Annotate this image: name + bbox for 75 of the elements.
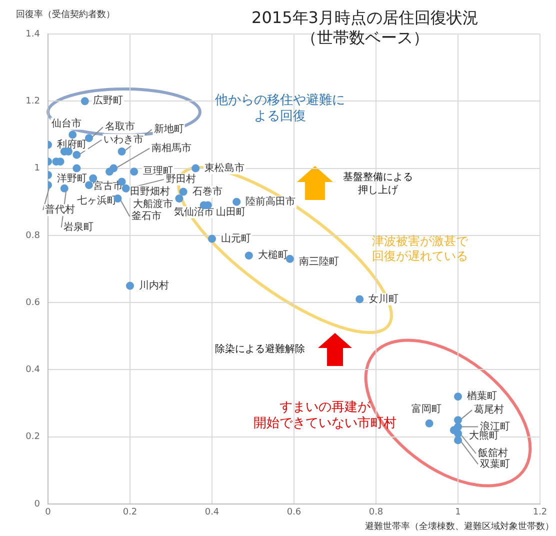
annotation: 大槌町 — [258, 249, 288, 262]
annotation: 仙台市 — [52, 117, 82, 130]
point — [68, 130, 77, 139]
y-tick-label: 0.2 — [26, 432, 40, 442]
point — [85, 134, 93, 142]
annotation: 南三陸町 — [298, 256, 339, 268]
y-tick-label: 1.4 — [26, 29, 40, 40]
annotation: 女川町 — [368, 292, 399, 305]
annotation: 利府町 — [57, 138, 87, 150]
annotation: 他からの移住や避難による回復 — [214, 93, 346, 126]
y-tick-label: 0.6 — [26, 298, 40, 308]
point — [425, 419, 434, 428]
point — [175, 194, 184, 202]
annotation: 大船渡市 — [133, 198, 174, 210]
annotation: 津波被害が激甚で回復が遅れている — [371, 234, 470, 264]
annotation: 普代村 — [45, 204, 75, 216]
point — [72, 164, 81, 172]
point — [60, 184, 68, 192]
x-tick-label: 0.6 — [286, 508, 302, 518]
point — [126, 282, 134, 290]
x-tick-label: 1.2 — [532, 508, 548, 518]
annotation: 広野町 — [92, 94, 123, 107]
point — [179, 188, 188, 196]
point — [118, 148, 126, 156]
annotation: 双葉町 — [480, 458, 510, 470]
annotation: 陸前高田市 — [246, 195, 296, 208]
point — [130, 168, 138, 176]
annotation: 東松島市 — [204, 162, 245, 174]
annotation: 田野畑村 — [130, 185, 170, 198]
x-tick-label: 0.2 — [122, 508, 138, 518]
point — [454, 436, 462, 444]
x-tick-label: 0.8 — [368, 508, 384, 518]
point — [454, 392, 462, 401]
point — [72, 150, 81, 159]
annotation: 山田町 — [216, 206, 246, 218]
y-tick-label: 0.8 — [26, 230, 40, 241]
annotation: 新地町 — [154, 123, 184, 136]
annotation: 岩泉町 — [63, 221, 94, 234]
point — [106, 168, 114, 176]
annotation: すまいの再建が開始できていない市町村 — [254, 400, 396, 432]
point — [244, 252, 253, 260]
annotation: 石巻市 — [192, 185, 222, 198]
annotation: 葛尾村 — [474, 404, 504, 416]
annotation: いわき市 — [104, 133, 144, 146]
point — [192, 164, 200, 172]
annotation: 飯舘村 — [478, 447, 508, 460]
annotation: 富岡町 — [411, 403, 442, 416]
y-tick-label: 0 — [34, 499, 40, 510]
annotation: 山元町 — [221, 232, 251, 244]
chart-title: 2015年3月時点の居住回復状況（世帯数ベース） — [250, 8, 480, 48]
point — [85, 181, 93, 190]
point — [454, 416, 462, 424]
annotation: 楢葉町 — [467, 390, 497, 402]
y-tick-label: 1 — [34, 164, 40, 174]
annotation: 川内村 — [139, 279, 169, 292]
x-tick-label: 0 — [45, 508, 52, 518]
x-axis-title: 避難世帯率（全壊棟数、避難区域対象世帯数） — [365, 522, 554, 534]
point — [208, 234, 216, 243]
annotation: 洋野町 — [57, 172, 87, 185]
annotation: 釜石市 — [132, 210, 162, 222]
point — [454, 430, 462, 438]
annotation: 南相馬市 — [152, 142, 192, 154]
annotation: 基盤整備による押し上げ — [342, 172, 414, 197]
point — [122, 184, 130, 192]
y-tick-label: 0.4 — [26, 365, 40, 376]
x-tick-label: 1 — [455, 508, 461, 518]
point — [356, 295, 364, 304]
point — [80, 97, 89, 106]
annotation: 大熊町 — [468, 430, 499, 442]
annotation: 名取市 — [105, 120, 135, 133]
y-axis-title: 回復率（受信契約者数） — [16, 10, 115, 22]
annotation: 除染による避難解除 — [215, 344, 305, 356]
y-tick-label: 1.2 — [26, 96, 40, 106]
point — [232, 198, 241, 206]
x-tick-label: 0.4 — [204, 508, 220, 518]
